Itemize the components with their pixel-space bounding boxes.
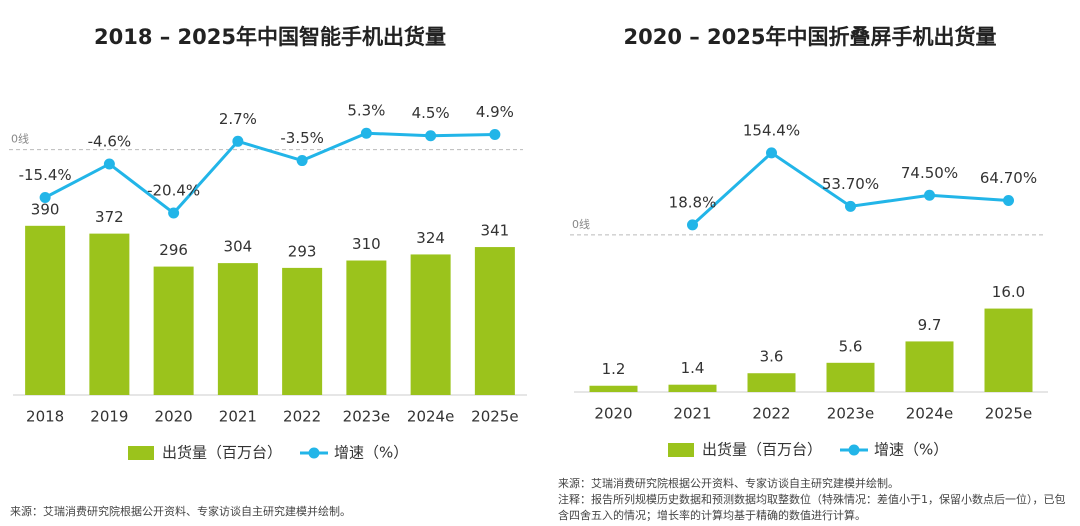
growth-point [296,155,308,167]
legend-swatch [848,444,860,456]
growth-value-label: 2.7% [219,110,257,128]
bar-value-label: 310 [352,235,381,253]
x-tick-label: 2021 [219,408,257,426]
bar-value-label: 324 [416,229,445,247]
bar-value-label: 296 [159,241,188,259]
growth-value-label: 4.5% [412,104,450,122]
growth-point [924,189,935,201]
growth-value-label: -4.6% [88,132,132,150]
growth-point [766,147,777,159]
growth-point [360,127,372,139]
chart-title: 2018 – 2025年中国智能手机出货量 [94,25,446,49]
bar [826,362,875,392]
y2-tick-label: 0线 [11,132,29,146]
legend-label: 增速（%） [334,444,408,462]
x-tick-label: 2025e [471,408,518,426]
growth-value-label: -3.5% [280,129,324,147]
chart-title: 2020 – 2025年中国折叠屏手机出货量 [623,25,996,49]
bar [668,384,717,392]
bar [217,263,258,395]
x-tick-label: 2023e [343,408,390,426]
y2-tick-label: 0线 [572,217,590,231]
bar [410,254,451,395]
legend-label: 出货量（百万台） [162,444,282,462]
bar-value-label: 5.6 [839,337,863,355]
bar [153,266,194,395]
growth-point [1003,195,1014,207]
x-tick-label: 2022 [283,408,321,426]
x-tick-label: 2025e [985,405,1032,423]
growth-value-label: 74.50% [901,164,958,182]
bar [89,233,130,395]
x-tick-label: 2023e [827,405,874,423]
bar [282,267,323,395]
bar [589,385,638,392]
x-tick-label: 2024e [407,408,454,426]
growth-point [232,135,244,147]
bar-value-label: 293 [288,242,317,260]
bar [346,260,387,395]
growth-value-label: 154.4% [743,121,800,139]
growth-line [44,131,495,216]
bar-value-label: 9.7 [918,316,942,334]
legend-label: 增速（%） [874,441,948,459]
x-tick-label: 2024e [906,405,953,423]
growth-value-label: -20.4% [147,182,200,200]
x-tick-label: 2022 [752,405,790,423]
bar-value-label: 1.2 [602,360,626,378]
bar-value-label: 304 [224,238,253,256]
growth-point [168,207,180,219]
growth-point [489,128,501,140]
x-tick-label: 2019 [90,408,128,426]
x-tick-label: 2021 [673,405,711,423]
growth-value-label: 64.70% [980,169,1037,187]
growth-value-label: 53.70% [822,175,879,193]
footnote: 来源：艾瑞消费研究院根据公开资料、专家访谈自主研究建模并绘制。 [558,477,899,490]
bar-value-label: 372 [95,208,124,226]
growth-value-label: -15.4% [19,166,72,184]
bar [905,341,954,392]
growth-value-label: 18.8% [669,193,717,211]
x-tick-label: 2018 [26,408,64,426]
bar [984,308,1033,392]
footnote: 来源：艾瑞消费研究院根据公开资料、专家访谈自主研究建模并绘制。 [10,505,351,518]
growth-value-label: 4.9% [476,103,514,121]
bar-value-label: 390 [31,200,60,218]
bar-value-label: 16.0 [992,283,1025,301]
legend-swatch [668,443,694,457]
growth-value-label: 5.3% [347,102,385,120]
growth-point [103,158,115,170]
bar [474,247,515,395]
legend-swatch [308,447,320,459]
growth-point [425,130,437,142]
bar [747,373,796,392]
footnote: 注释：报告所列规模历史数据和预测数据均取整数位（特殊情况：差值小于1，保留小数点… [558,493,1066,522]
growth-point [845,200,856,212]
bar-value-label: 341 [481,222,510,240]
x-tick-label: 2020 [155,408,193,426]
legend-label: 出货量（百万台） [702,441,822,459]
growth-point [687,219,698,231]
bar-value-label: 3.6 [760,348,784,366]
x-tick-label: 2020 [594,405,632,423]
bar [25,225,66,395]
growth-point [39,192,51,204]
bar-value-label: 1.4 [681,359,705,377]
legend-swatch [128,446,154,460]
